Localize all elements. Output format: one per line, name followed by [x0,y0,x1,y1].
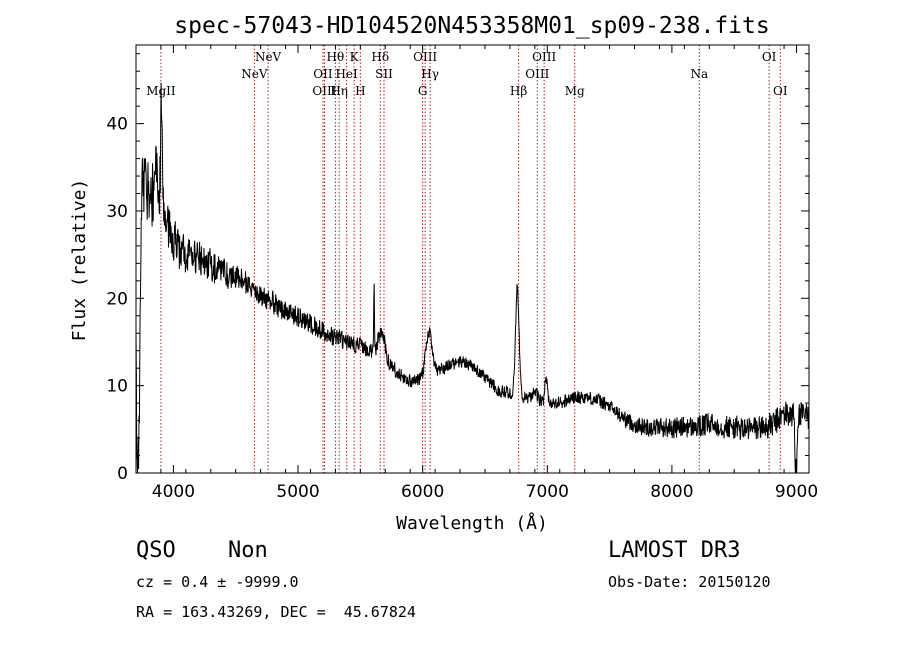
y-tick-label-0: 0 [117,464,128,484]
line-label-nev-2: NeV [255,50,282,64]
line-label-oi-21: OI [773,84,788,98]
line-label-nev-1: NeV [241,67,268,81]
plot-frame [135,44,810,474]
line-label-na-19: Na [690,67,708,81]
line-label-g-14: G [418,84,428,98]
obs-date-text: Obs-Date: 20150120 [608,573,771,591]
x-tick-label-6000: 6000 [401,482,444,502]
redshift-text: cz = 0.4 ± -9999.0 [136,573,299,591]
line-label-h-9: H [355,84,365,98]
line-label-oii-3: OII [313,67,333,81]
line-label-hei-7: HeI [335,67,358,81]
survey-label: LAMOST DR3 [608,538,741,563]
x-tick-label-5000: 5000 [276,482,319,502]
y-tick-label-30: 30 [106,202,128,222]
object-class: QSO [136,538,176,563]
line-label-hβ-15: Hβ [510,84,527,98]
y-tick-label-20: 20 [106,289,128,309]
x-tick-label-7000: 7000 [526,482,569,502]
line-label-oiii-16: OIII [525,67,549,81]
object-subclass: Non [228,538,268,563]
line-label-hδ-10: Hδ [371,50,389,64]
x-tick-label-8000: 8000 [650,482,693,502]
chart-title: spec-57043-HD104520N453358M01_sp09-238.f… [174,13,769,39]
y-tick-label-40: 40 [106,115,128,135]
line-label-sii-11: SII [375,67,393,81]
line-label-oi-20: OI [762,50,777,64]
x-axis-label: Wavelength (Å) [396,512,548,534]
line-label-oiii-17: OIII [532,50,556,64]
line-label-mgii-0: MgII [146,84,176,98]
y-axis-label: Flux (relative) [69,179,90,342]
line-label-k-8: K [350,50,360,64]
line-label-oiii-4: OIII [312,84,336,98]
line-label-oiii-12: OIII [413,50,437,64]
y-tick-label-10: 10 [106,377,128,397]
line-label-mg-18: Mg [565,84,585,98]
x-tick-label-4000: 4000 [152,482,195,502]
coordinates-text: RA = 163.43269, DEC = 45.67824 [136,603,416,621]
x-tick-label-9000: 9000 [775,482,818,502]
line-label-hθ-5: Hθ [327,50,345,64]
line-label-hγ-13: Hγ [421,67,439,81]
line-label-hη-6: Hη [330,84,348,98]
spectrum-series-line [136,82,809,473]
